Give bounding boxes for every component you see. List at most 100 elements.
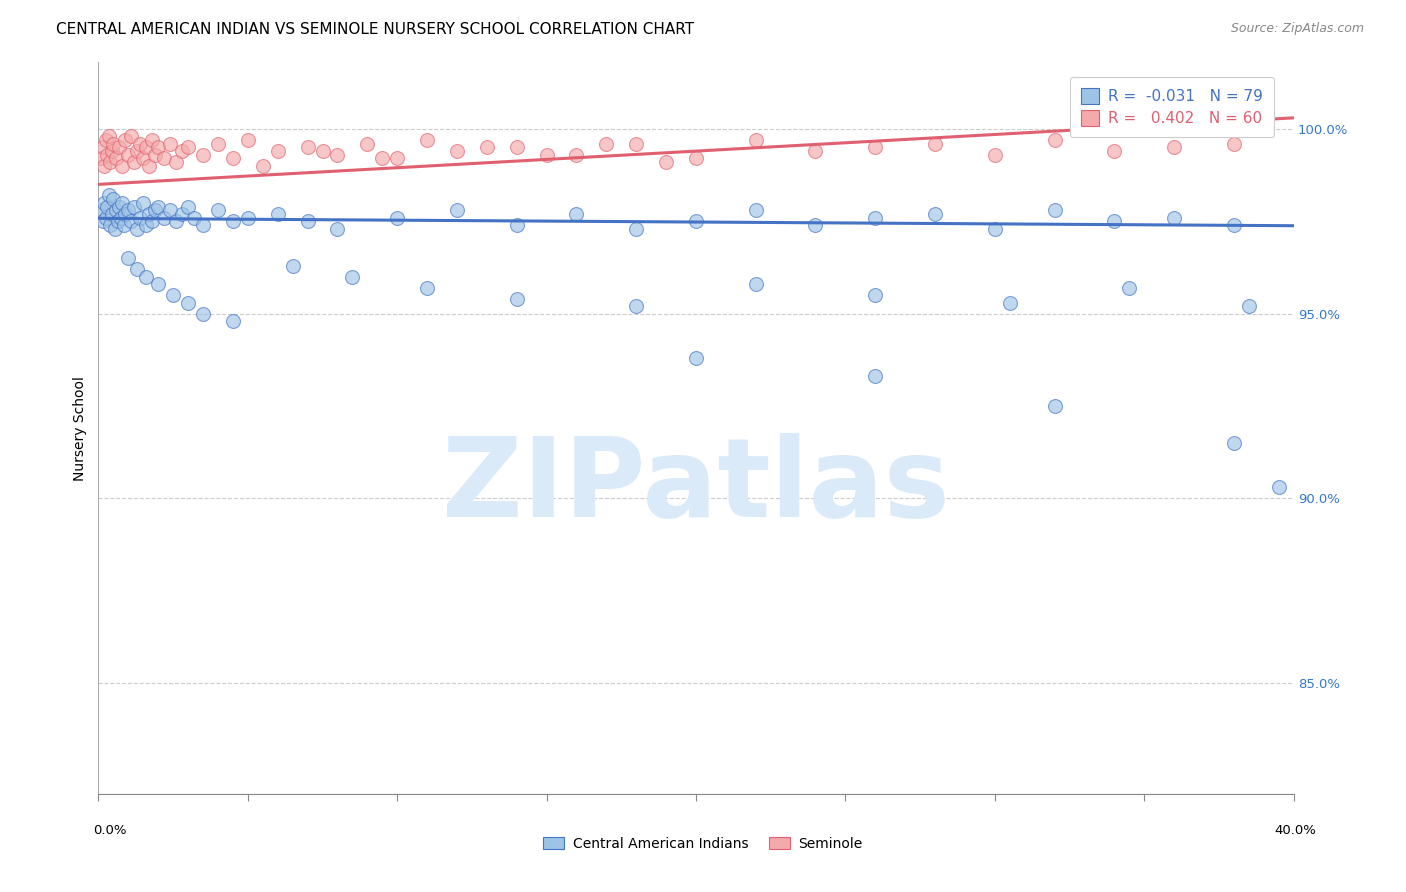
Point (114, 133, 136, 147)
Point (127, 221, 149, 235)
Point (1223, 136, 1246, 151)
Point (114, 207, 136, 221)
Point (1043, 203, 1066, 218)
Point (117, 251, 139, 265)
Point (138, 207, 160, 221)
Point (1223, 218, 1246, 232)
Point (1043, 399, 1066, 413)
Point (148, 200, 170, 214)
Point (153, 152, 176, 166)
Point (177, 295, 200, 310)
Point (107, 214, 129, 228)
Point (165, 214, 187, 228)
Point (356, 136, 378, 151)
Point (159, 136, 181, 151)
Point (416, 133, 439, 147)
Text: 40.0%: 40.0% (1274, 824, 1316, 837)
Point (626, 136, 648, 151)
Point (446, 144, 468, 158)
Point (111, 195, 134, 210)
Point (97, 129, 120, 144)
Point (105, 203, 128, 218)
Point (626, 221, 648, 235)
Point (108, 140, 131, 154)
Point (1163, 140, 1185, 154)
Point (162, 288, 184, 302)
Point (91, 214, 114, 228)
Point (191, 307, 214, 321)
Point (98, 218, 122, 232)
Legend: Central American Indians, Seminole: Central American Indians, Seminole (538, 831, 868, 856)
Point (94, 133, 117, 147)
Point (172, 207, 194, 221)
Point (143, 148, 166, 162)
Point (132, 195, 155, 210)
Point (984, 221, 1007, 235)
Point (91, 140, 114, 154)
Point (93, 195, 115, 210)
Point (595, 136, 617, 151)
Point (159, 203, 181, 218)
Point (236, 211, 259, 225)
Point (475, 140, 498, 154)
Point (416, 281, 439, 295)
Point (135, 218, 157, 232)
Point (101, 207, 124, 221)
Point (342, 269, 364, 284)
Point (326, 148, 349, 162)
Legend: R =  -0.031   N = 79, R =   0.402   N = 60: R = -0.031 N = 79, R = 0.402 N = 60 (1070, 78, 1274, 136)
Y-axis label: Nursery School: Nursery School (73, 376, 87, 481)
Point (222, 314, 245, 328)
Point (103, 136, 125, 151)
Point (191, 218, 214, 232)
Point (138, 159, 160, 173)
Point (117, 148, 139, 162)
Point (984, 148, 1007, 162)
Point (297, 214, 319, 228)
Point (536, 148, 558, 162)
Point (865, 211, 887, 225)
Point (90, 152, 112, 166)
Point (865, 140, 887, 154)
Point (132, 152, 155, 166)
Point (252, 159, 274, 173)
Point (135, 269, 157, 284)
Text: 0.0%: 0.0% (93, 824, 127, 837)
Point (311, 144, 333, 158)
Point (446, 203, 468, 218)
Point (281, 259, 304, 273)
Point (129, 211, 152, 225)
Point (141, 133, 163, 147)
Point (191, 148, 214, 162)
Point (207, 136, 229, 151)
Point (804, 144, 827, 158)
Point (745, 133, 768, 147)
Point (506, 140, 529, 154)
Text: CENTRAL AMERICAN INDIAN VS SEMINOLE NURSERY SCHOOL CORRELATION CHART: CENTRAL AMERICAN INDIAN VS SEMINOLE NURS… (56, 22, 695, 37)
Point (506, 292, 529, 306)
Point (207, 203, 229, 218)
Point (236, 133, 259, 147)
Point (117, 203, 139, 218)
Point (745, 203, 768, 218)
Point (143, 203, 166, 218)
Point (222, 214, 245, 228)
Point (177, 200, 200, 214)
Point (685, 214, 707, 228)
Point (135, 140, 157, 154)
Point (1104, 214, 1126, 228)
Text: Source: ZipAtlas.com: Source: ZipAtlas.com (1230, 22, 1364, 36)
Point (371, 152, 394, 166)
Point (127, 262, 149, 277)
Point (565, 148, 588, 162)
Point (865, 288, 887, 302)
Point (129, 136, 152, 151)
Point (998, 295, 1021, 310)
Point (108, 200, 131, 214)
Point (1267, 480, 1289, 494)
Point (124, 200, 146, 214)
Point (1104, 144, 1126, 158)
Point (124, 155, 146, 169)
Point (165, 155, 187, 169)
Point (1223, 436, 1246, 450)
